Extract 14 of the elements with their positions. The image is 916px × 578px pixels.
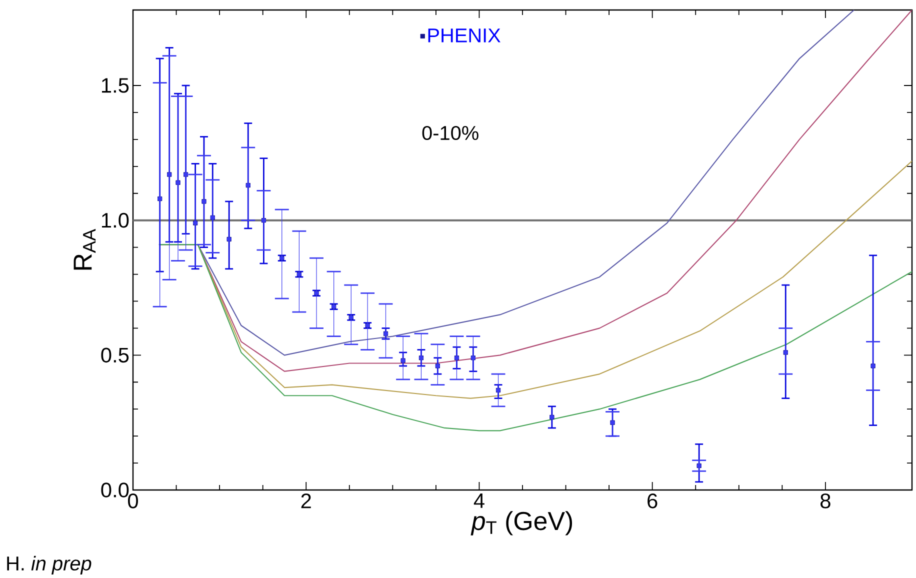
- y-tick-label: 1.5: [102, 78, 129, 93]
- x-tick-label: 2: [301, 494, 311, 508]
- text: H. in prep: [7, 556, 92, 574]
- y-tick-label: 1.0: [102, 212, 129, 228]
- y-tick-label: 0.5: [101, 348, 129, 363]
- annotation: 0-10%: [422, 126, 478, 140]
- y-axis-title: R$_{AA}$: [74, 228, 96, 270]
- x-tick-label: 4: [474, 494, 484, 508]
- x-tick-label: 6: [648, 494, 658, 508]
- x-axis-title: p$_{T}$ (GeV): [470, 511, 572, 536]
- y-tick-label: 0.0: [101, 482, 129, 498]
- x-tick-label: 0: [128, 494, 138, 508]
- x-tick-label: 8: [820, 494, 830, 508]
- legend-label: PHENIX: [428, 28, 500, 42]
